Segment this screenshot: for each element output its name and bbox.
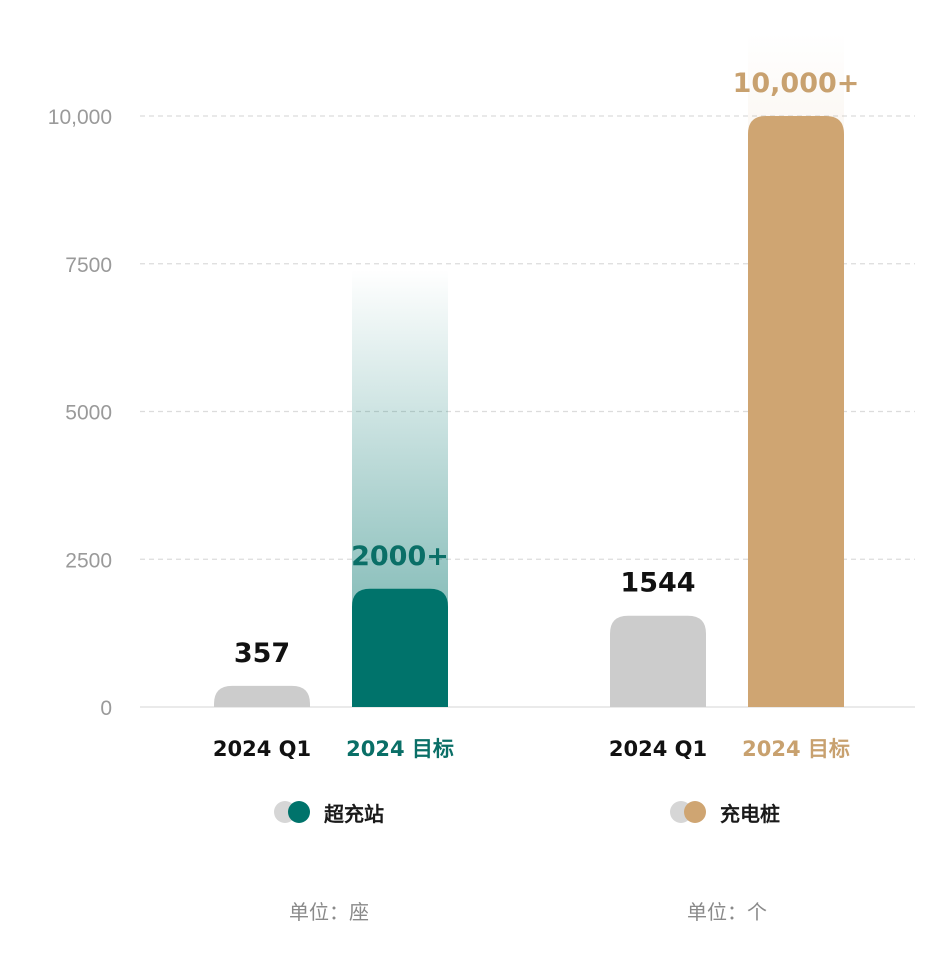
value-label: 1544 — [620, 568, 695, 599]
bar-target — [748, 116, 844, 707]
y-tick-label: 5000 — [65, 402, 112, 425]
legend-superchargers: 超充站 — [274, 797, 384, 827]
legend-chargers-swatch — [670, 800, 710, 824]
y-tick-label: 7500 — [65, 254, 112, 277]
bar-q1 — [610, 615, 706, 707]
legend-superchargers-swatch — [274, 800, 314, 824]
value-label: 10,000+ — [733, 68, 860, 99]
legend-chargers-dot — [684, 801, 706, 823]
y-tick-label: 2500 — [65, 549, 112, 572]
y-tick-label: 10,000 — [48, 106, 112, 129]
value-label: 2000+ — [351, 541, 449, 572]
bars — [214, 33, 844, 707]
legend-chargers-label: 充电桩 — [720, 801, 780, 826]
legend-superchargers-label: 超充站 — [324, 801, 384, 826]
unit-chargers: 单位：个 — [687, 900, 767, 924]
category-label: 2024 Q1 — [213, 737, 311, 761]
y-tick-label: 0 — [100, 697, 112, 720]
category-label: 2024 目标 — [346, 737, 454, 761]
value-label: 357 — [234, 638, 290, 669]
legend-superchargers-dot — [288, 801, 310, 823]
category-label: 2024 Q1 — [609, 737, 707, 761]
bar-target — [352, 588, 448, 707]
category-label: 2024 目标 — [742, 737, 850, 761]
labels: 357 2024 Q1 2000+ 2024 目标 1544 2024 Q1 10,000+… — [213, 68, 860, 761]
unit-superchargers: 单位：座 — [289, 900, 369, 924]
y-axis: 0 2500 5000 7500 10,000 — [48, 106, 112, 720]
bar-q1 — [214, 685, 310, 707]
legend-chargers: 充电桩 — [670, 797, 780, 827]
